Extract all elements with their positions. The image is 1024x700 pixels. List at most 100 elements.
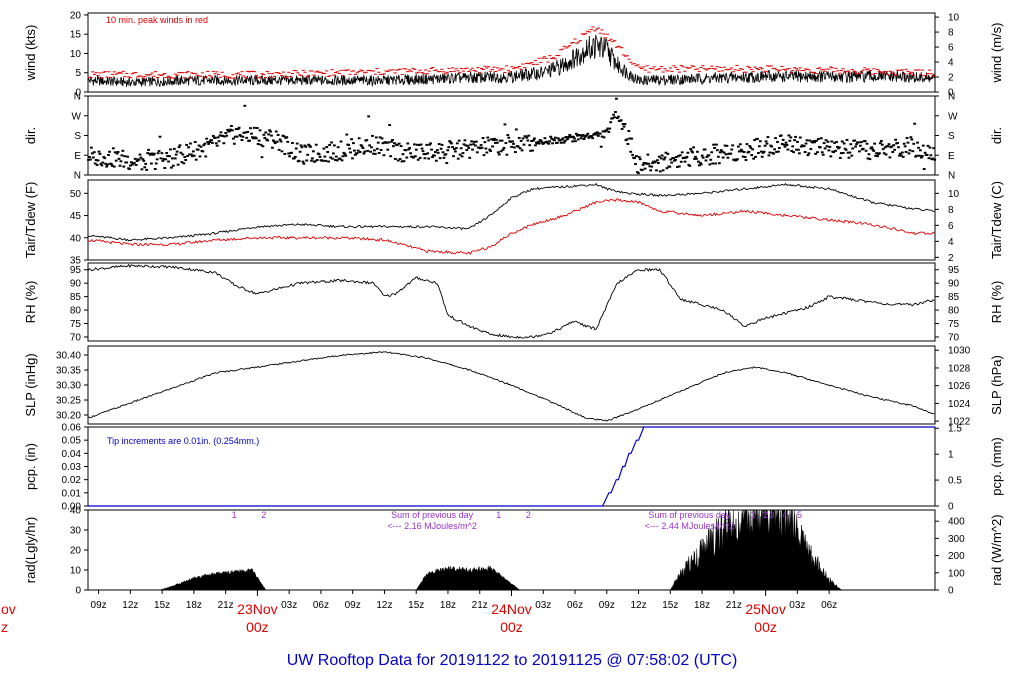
rh-left-tick-label: 75 <box>70 319 82 330</box>
temp-right-label: Tair/Tdew (C) <box>989 181 1004 259</box>
day-label: 24Nov <box>491 601 531 617</box>
slp-left-tick-label: 30.30 <box>56 381 81 392</box>
time-tick-label: 21z <box>472 600 488 611</box>
panel-pcp: 0.00 0.01 0.02 0.03 0.04 0.05 0.06 0 0.5 1 1.5 pcp.… <box>23 423 1004 513</box>
wind-right-tick-label: 10 <box>948 13 960 24</box>
dir-left-label: dir. <box>23 127 38 144</box>
dir-right-tick-label: S <box>948 131 955 142</box>
pcp-left-tick-label: 0.05 <box>62 436 82 447</box>
dir-left-tick-label: W <box>72 111 82 122</box>
time-tick-label: 09z <box>599 600 615 611</box>
temp-left-label: Tair/Tdew (F) <box>23 182 38 259</box>
time-tick-label: 18z <box>694 600 710 611</box>
time-tick-label: 09z <box>345 600 361 611</box>
rad-right-tick-label: 0 <box>948 586 954 597</box>
slp-left-label: SLP (inHg) <box>23 353 38 416</box>
rad-left-tick-label: 20 <box>70 546 82 557</box>
wind-left-label: wind (kts) <box>23 25 38 82</box>
rh-right-tick-label: 85 <box>948 292 960 303</box>
panel-frame-slp <box>87 345 936 425</box>
time-tick-label: 15z <box>662 600 678 611</box>
wind-left-tick-label: 10 <box>70 49 82 60</box>
wind-left-tick-label: 0 <box>75 88 81 99</box>
rh-right-tick-label: 75 <box>948 319 960 330</box>
pcp-left-tick-label: 0.04 <box>62 449 82 460</box>
time-tick-label: 12z <box>376 600 392 611</box>
rad-right-tick-label: 200 <box>948 551 965 562</box>
dir-left-tick-label: E <box>74 151 81 162</box>
panel-frame-dir <box>87 95 936 176</box>
dir-marks <box>87 97 937 175</box>
rad-left-tick-label: 10 <box>70 566 82 577</box>
time-tick-label: 21z <box>726 600 742 611</box>
time-tick-label: 21z <box>218 600 234 611</box>
rad-right-label: rad (W/m^2) <box>989 514 1004 585</box>
rad-right-tick-label: 400 <box>948 517 965 528</box>
rad-annotation: 2 <box>526 510 531 520</box>
wind-left-tick-label: 20 <box>70 10 82 21</box>
temp-left-tick-label: 40 <box>70 233 82 244</box>
time-tick-label: 12z <box>122 600 138 611</box>
pcp-left-label: pcp. (in) <box>23 443 38 490</box>
pcp-right-tick-label: 0 <box>948 502 954 513</box>
temp-left-tick-label: 45 <box>70 211 82 222</box>
dir-right-tick-label: N <box>948 171 955 182</box>
rh-left-label: RH (%) <box>23 281 38 324</box>
temp-left-tick-label: 50 <box>70 189 82 200</box>
rh-right-tick-label: 70 <box>948 332 960 343</box>
pcp-line <box>88 426 935 507</box>
pcp-right-tick-label: 1 <box>948 450 954 461</box>
rh-left-tick-label: 70 <box>70 332 82 343</box>
rad-left-tick-label: 30 <box>70 526 82 537</box>
wind-right-tick-label: 0 <box>948 88 954 99</box>
time-tick-label: 15z <box>408 600 424 611</box>
rad-annotation: Sum of previous day <box>648 510 731 520</box>
dir-right-tick-label: N <box>948 92 955 103</box>
wind-annotation: 10 min. peak winds in red <box>106 15 208 25</box>
time-tick-label: 03z <box>281 600 297 611</box>
wind-right-label: wind (m/s) <box>989 23 1004 84</box>
day-sublabel: 00z <box>754 619 777 635</box>
time-tick-label: 18z <box>440 600 456 611</box>
rh-left-tick-label: 80 <box>70 306 82 317</box>
rh-line <box>87 263 935 339</box>
rh-left-tick-label: 95 <box>70 265 82 276</box>
wind-right-tick-label: 6 <box>948 43 954 54</box>
rad-left-tick-label: 0 <box>75 586 81 597</box>
pcp-left-tick-label: 0.02 <box>62 475 82 486</box>
time-tick-label: 09z <box>91 600 107 611</box>
rad-annotation: 5 <box>797 510 802 520</box>
dir-right-tick-label: W <box>948 111 958 122</box>
temp-right-tick-label: 6 <box>948 221 954 232</box>
rad-right-tick-label: 300 <box>948 534 965 545</box>
rad-annotation: Sum of previous day <box>391 510 474 520</box>
day-label: 23Nov <box>237 601 277 617</box>
dir-left-tick-label: S <box>74 131 81 142</box>
time-tick-label: 18z <box>186 600 202 611</box>
pcp-left-tick-label: 0.00 <box>62 502 82 513</box>
slp-line <box>87 351 935 422</box>
rad-annotation: 2 <box>763 510 768 520</box>
rad-annotation: 2 <box>261 510 266 520</box>
day-label: 25Nov <box>745 601 785 617</box>
panel-frame-wind <box>87 12 936 93</box>
panel-temp: 35 40 45 50 2 4 6 8 10 Tair/Tdew (F) Tair/Tdew (C) <box>23 179 1004 267</box>
slp-right-tick-label: 1030 <box>948 346 971 357</box>
rh-left-tick-label: 90 <box>70 279 82 290</box>
dir-right-label: dir. <box>989 127 1004 144</box>
slp-right-tick-label: 1022 <box>948 417 971 428</box>
temp-right-tick-label: 10 <box>948 189 960 200</box>
time-tick-label: 06z <box>313 600 329 611</box>
slp-left-tick-label: 30.40 <box>56 351 81 362</box>
pcp-right-tick-label: 1.5 <box>948 424 962 435</box>
dir-right-tick-label: E <box>948 151 955 162</box>
rad-annotation: 1 <box>750 510 755 520</box>
rad-annotation: <--- 2.16 MJoules/m^2 <box>387 521 477 531</box>
rh-right-tick-label: 95 <box>948 265 960 276</box>
time-tick-label: 03z <box>789 600 805 611</box>
pcp-annotation: Tip increments are 0.01in. (0.254mm.) <box>107 436 259 446</box>
day-sublabel: 00z <box>500 619 523 635</box>
